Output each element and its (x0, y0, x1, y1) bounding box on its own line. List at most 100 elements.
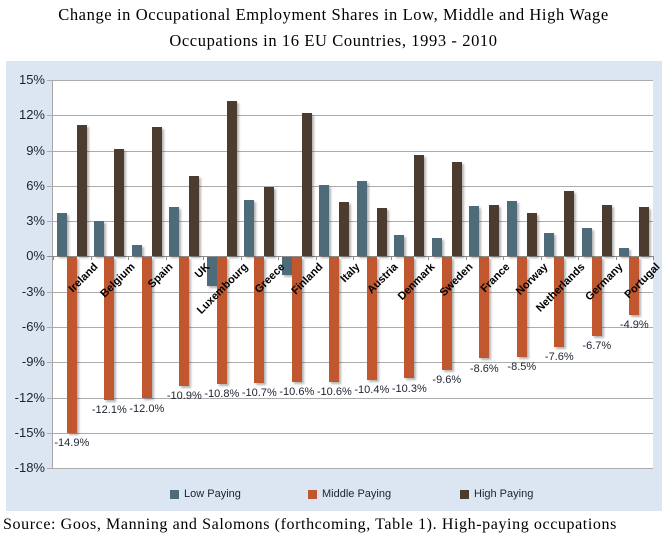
bar-middle-paying-germany (591, 257, 602, 337)
legend-swatch-low-paying-icon (170, 489, 179, 499)
y-axis-tick-label: -3% (21, 283, 45, 299)
data-label-sweden: -9.6% (432, 374, 462, 387)
chart-title: Change in Occupational Employment Shares… (0, 2, 667, 54)
gridline-0% (47, 256, 653, 258)
category-tick (203, 256, 204, 261)
category-tick (540, 256, 542, 261)
bar-high-paying-finland (301, 112, 312, 257)
legend-label-low-paying: Low Paying (184, 488, 241, 500)
data-label-spain: -12.0% (129, 402, 165, 415)
bar-low-paying-denmark (394, 235, 405, 257)
bar-high-paying-luxembourg (226, 101, 237, 257)
y-axis-tick-label: 15% (18, 72, 45, 87)
category-tick (353, 256, 354, 261)
bar-low-paying-uk (169, 207, 180, 257)
bar-middle-paying-uk (179, 257, 190, 386)
chart-title-line-2: Occupations in 16 EU Countries, 1993 - 2… (169, 31, 498, 50)
chart-title-line-1: Change in Occupational Employment Shares… (58, 5, 609, 24)
data-label-luxembourg: -10.8% (204, 388, 240, 401)
bar-low-paying-france (469, 205, 480, 257)
gridline--12% (47, 397, 653, 399)
data-label-norway: -8.5% (507, 361, 537, 374)
legend-item-low-paying: Low Paying (170, 488, 241, 500)
data-label-uk: -10.9% (166, 389, 202, 402)
bar-middle-paying-portugal (629, 257, 640, 315)
gridline--6% (47, 326, 653, 328)
bar-low-paying-greece (244, 199, 255, 257)
data-label-italy: -10.6% (316, 386, 352, 398)
bar-high-paying-italy (339, 202, 350, 257)
bar-middle-paying-ireland (66, 257, 77, 433)
data-label-netherlands: -7.6% (544, 350, 574, 363)
bar-high-paying-sweden (451, 162, 462, 257)
y-axis-tick-label: 12% (18, 107, 45, 123)
data-label-ireland: -14.9% (54, 436, 90, 449)
y-axis-tick-label: 0% (26, 248, 45, 264)
data-label-belgium: -12.1% (91, 403, 127, 416)
y-axis-tick-label: -15% (14, 424, 45, 440)
source-caption: Source: Goos, Manning and Salomons (fort… (3, 516, 617, 533)
bar-low-paying-sweden (431, 237, 442, 257)
bar-low-paying-finland (281, 257, 292, 275)
bar-high-paying-portugal (639, 207, 650, 257)
bar-middle-paying-greece (254, 257, 265, 384)
bar-middle-paying-finland (291, 257, 302, 382)
bar-high-paying-austria (376, 208, 387, 257)
bar-high-paying-denmark (414, 155, 425, 257)
category-tick (53, 256, 54, 261)
category-tick (578, 256, 579, 261)
legend-item-middle-paying: Middle Paying (308, 488, 391, 500)
category-tick (315, 256, 317, 261)
category-tick (428, 256, 429, 261)
legend-item-high-paying: High Paying (460, 488, 533, 500)
gridline--3% (47, 291, 653, 293)
bar-low-paying-austria (356, 181, 367, 257)
category-tick (465, 256, 467, 261)
bar-middle-paying-belgium (104, 257, 115, 400)
bar-low-paying-portugal (619, 248, 630, 257)
data-label-austria: -10.4% (354, 383, 390, 396)
chart-area: Ireland Belgium Spain UK Luxembourg Greece Fin… (6, 61, 663, 511)
gridline-6% (47, 185, 653, 187)
plot-area: Ireland Belgium Spain UK Luxembourg Greece Fin… (47, 80, 663, 469)
bar-middle-paying-france (479, 257, 490, 359)
legend-swatch-middle-paying-icon (308, 489, 317, 499)
bar-high-paying-greece (264, 187, 275, 257)
y-axis-tick-label: -6% (21, 318, 45, 334)
bar-low-paying-ireland (56, 212, 67, 257)
data-label-denmark: -10.3% (391, 382, 427, 395)
data-label-germany: -6.7% (582, 340, 612, 353)
category-tick (390, 256, 392, 261)
legend-label-middle-paying: Middle Paying (322, 488, 392, 500)
bar-middle-paying-italy (329, 257, 340, 382)
gridline-3% (47, 221, 653, 223)
bar-middle-paying-luxembourg (216, 257, 227, 385)
bar-high-paying-ireland (76, 124, 87, 257)
bar-low-paying-italy (319, 184, 330, 257)
category-tick (278, 256, 279, 261)
gridline-9% (47, 150, 653, 152)
bar-low-paying-luxembourg (206, 257, 217, 286)
bar-low-paying-belgium (94, 221, 105, 257)
gridline--9% (47, 362, 653, 364)
y-axis-tick-label: -9% (21, 354, 45, 370)
y-axis-tick-label: -12% (14, 389, 45, 405)
category-tick (90, 256, 92, 261)
bar-low-paying-netherlands (544, 232, 555, 257)
bar-low-paying-norway (506, 201, 517, 257)
data-label-france: -8.6% (469, 362, 499, 375)
bar-middle-paying-sweden (441, 257, 452, 371)
y-axis-tick-label: 9% (26, 142, 45, 158)
category-tick (615, 256, 617, 261)
legend-label-high-paying: High Paying (474, 488, 534, 500)
legend-swatch-high-paying-icon (460, 489, 469, 499)
category-tick (653, 256, 654, 261)
category-tick (128, 256, 129, 261)
bar-high-paying-germany (601, 204, 612, 257)
bar-middle-paying-norway (516, 257, 527, 358)
bar-high-paying-france (489, 204, 500, 257)
gridline--15% (47, 432, 653, 434)
data-label-portugal: -4.9% (619, 319, 649, 331)
bar-high-paying-norway (526, 212, 537, 257)
bar-middle-paying-spain (141, 257, 152, 399)
